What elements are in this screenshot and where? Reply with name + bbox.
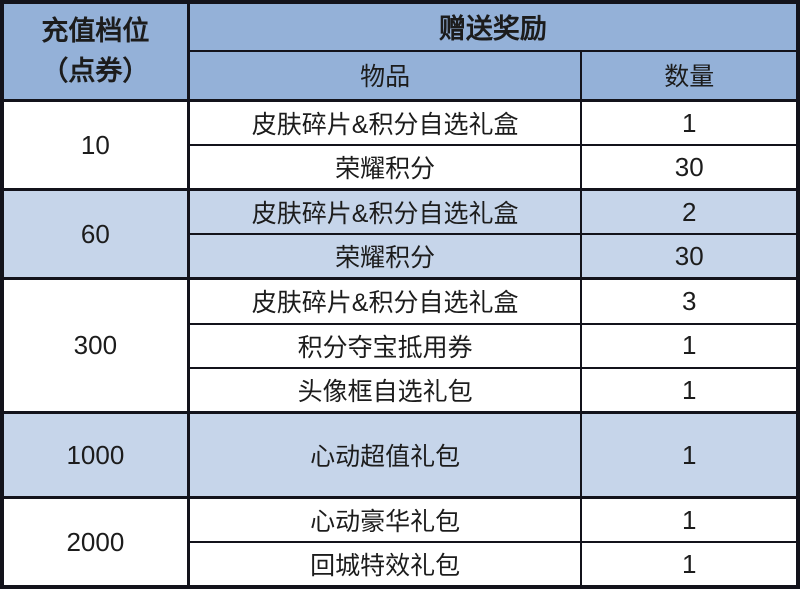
- item-cell: 荣耀积分: [187, 233, 583, 280]
- table-row: 2000 心动豪华礼包 1: [0, 496, 799, 589]
- table-row: 积分夺宝抵用券 1: [2, 322, 799, 370]
- quantity-cell: 30: [580, 233, 799, 280]
- quantity-cell: 1: [580, 367, 799, 414]
- tier-cell: 1000: [0, 411, 190, 499]
- column-header-tier: 充值档位 （点券）: [0, 1, 190, 102]
- quantity-cell: 1: [580, 322, 799, 370]
- quantity-cell: 30: [580, 144, 799, 191]
- item-cell: 荣耀积分: [187, 144, 583, 191]
- tier-cell: 2000: [0, 496, 190, 589]
- tier-cell: 300: [0, 277, 190, 414]
- item-cell: 回城特效礼包: [187, 541, 583, 588]
- quantity-cell: 1: [580, 411, 799, 499]
- tier-cell: 10: [0, 99, 190, 191]
- quantity-cell: 2: [580, 188, 799, 236]
- column-header-tier-line2: （点券）: [41, 55, 150, 86]
- item-cell: 皮肤碎片&积分自选礼盒: [187, 188, 583, 236]
- table-row: 头像框自选礼包 1: [2, 367, 799, 414]
- column-header-rewards: 赠送奖励: [187, 1, 799, 52]
- table-row: 1000 心动超值礼包 1: [0, 411, 799, 499]
- quantity-cell: 1: [580, 99, 799, 147]
- item-cell: 心动超值礼包: [187, 411, 583, 499]
- quantity-cell: 1: [580, 496, 799, 544]
- item-cell: 头像框自选礼包: [187, 367, 583, 414]
- tier-cell: 60: [0, 188, 190, 280]
- item-cell: 皮肤碎片&积分自选礼盒: [187, 99, 583, 147]
- table-row: 回城特效礼包 1: [2, 541, 799, 588]
- table-header-row-sub: 物品 数量: [2, 49, 799, 103]
- table-row: 10 皮肤碎片&积分自选礼盒 1: [0, 99, 799, 191]
- table-row: 60 皮肤碎片&积分自选礼盒 2: [0, 188, 799, 280]
- quantity-cell: 1: [580, 541, 799, 588]
- table-row: 荣耀积分 30: [2, 144, 799, 191]
- table-row: 300 皮肤碎片&积分自选礼盒 3: [0, 277, 799, 414]
- item-cell: 心动豪华礼包: [187, 496, 583, 544]
- item-cell: 积分夺宝抵用券: [187, 322, 583, 370]
- table-row: 荣耀积分 30: [2, 233, 799, 280]
- quantity-cell: 3: [580, 277, 799, 325]
- column-header-tier-line1: 充值档位: [41, 16, 150, 47]
- item-cell: 皮肤碎片&积分自选礼盒: [187, 277, 583, 325]
- column-header-item: 物品: [187, 49, 583, 103]
- column-header-quantity: 数量: [580, 49, 799, 103]
- table-header-row-top: 充值档位 （点券） 赠送奖励: [0, 1, 799, 102]
